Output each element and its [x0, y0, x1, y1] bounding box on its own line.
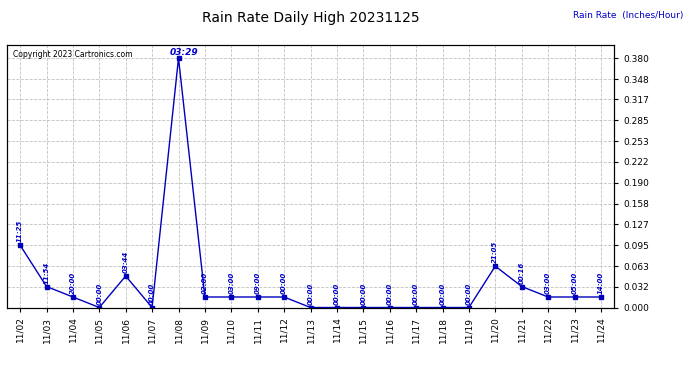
Text: 00:00: 00:00	[281, 272, 287, 294]
Text: 00:00: 00:00	[334, 282, 340, 305]
Text: 03:44: 03:44	[123, 251, 129, 273]
Text: 21:05: 21:05	[492, 241, 498, 263]
Text: 00:00: 00:00	[440, 282, 446, 305]
Text: 00:00: 00:00	[386, 282, 393, 305]
Text: 00:00: 00:00	[360, 282, 366, 305]
Text: Rain Rate Daily High 20231125: Rain Rate Daily High 20231125	[201, 11, 420, 25]
Text: 00:00: 00:00	[97, 282, 102, 305]
Text: 14:00: 14:00	[598, 272, 604, 294]
Text: 05:00: 05:00	[571, 272, 578, 294]
Text: 03:00: 03:00	[228, 272, 235, 294]
Text: 09:00: 09:00	[255, 272, 261, 294]
Text: 03:29: 03:29	[169, 48, 198, 57]
Text: 00:00: 00:00	[149, 282, 155, 305]
Text: 00:00: 00:00	[308, 282, 313, 305]
Text: 20:00: 20:00	[70, 272, 76, 294]
Text: Copyright 2023 Cartronics.com: Copyright 2023 Cartronics.com	[13, 50, 132, 59]
Text: 11:54: 11:54	[43, 261, 50, 284]
Text: 02:00: 02:00	[202, 272, 208, 294]
Text: 03:00: 03:00	[545, 272, 551, 294]
Text: 00:00: 00:00	[466, 282, 472, 305]
Text: 00:16: 00:16	[519, 261, 524, 284]
Text: 11:25: 11:25	[17, 220, 23, 242]
Text: 00:00: 00:00	[413, 282, 419, 305]
Text: Rain Rate  (Inches/Hour): Rain Rate (Inches/Hour)	[573, 11, 683, 20]
